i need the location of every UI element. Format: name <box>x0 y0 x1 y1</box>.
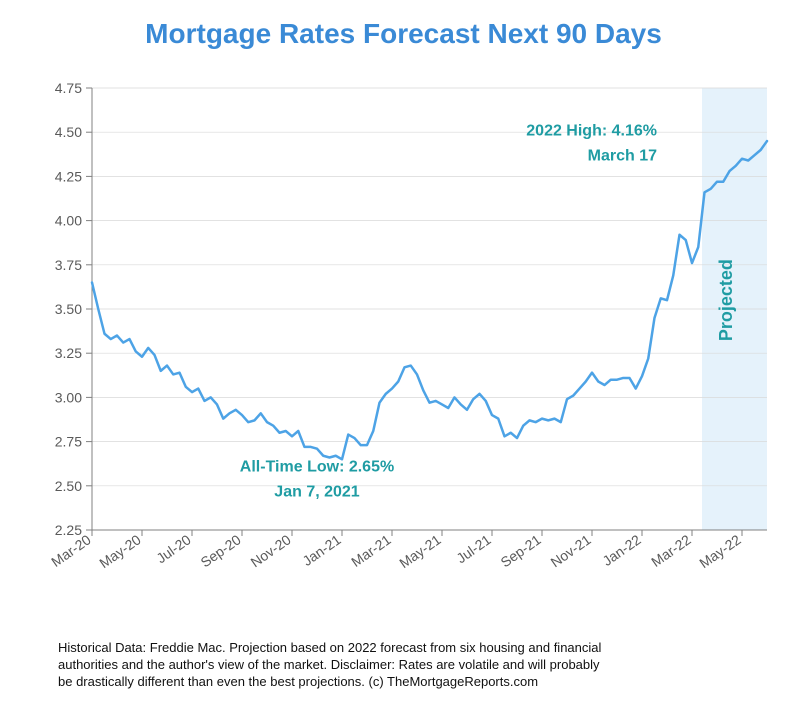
x-tick-label: Jan-21 <box>299 531 343 569</box>
y-tick-label: 4.50 <box>55 124 82 140</box>
y-tick-label: 4.75 <box>55 80 82 96</box>
x-tick-label: Sep-21 <box>498 531 544 570</box>
x-tick-label: Jan-22 <box>599 531 643 569</box>
chart-container: Mortgage Rates Forecast Next 90 Days 2.2… <box>0 0 807 709</box>
x-tick-label: Jul-20 <box>153 531 194 566</box>
rate-line <box>92 141 767 459</box>
x-tick-label: Nov-21 <box>548 531 594 570</box>
line-chart-svg: 2.252.502.753.003.253.503.754.004.254.50… <box>32 70 777 610</box>
chart-annotation: Jan 7, 2021 <box>274 483 360 500</box>
x-tick-label: Nov-20 <box>248 531 294 570</box>
footer-line: authorities and the author's view of the… <box>58 657 758 674</box>
x-tick-label: Mar-22 <box>648 531 694 570</box>
y-tick-label: 3.00 <box>55 389 82 405</box>
y-tick-label: 4.25 <box>55 168 82 184</box>
y-tick-label: 2.50 <box>55 478 82 494</box>
y-tick-label: 3.75 <box>55 257 82 273</box>
y-tick-label: 3.50 <box>55 301 82 317</box>
footer-line: be drastically different than even the b… <box>58 674 758 691</box>
x-tick-label: Jul-21 <box>453 531 494 566</box>
projected-label: Projected <box>716 259 736 341</box>
y-tick-label: 3.25 <box>55 345 82 361</box>
x-tick-label: May-22 <box>696 531 744 571</box>
footer-disclaimer: Historical Data: Freddie Mac. Projection… <box>58 640 758 691</box>
chart-annotation: 2022 High: 4.16% <box>526 123 657 140</box>
footer-line: Historical Data: Freddie Mac. Projection… <box>58 640 758 657</box>
chart-annotation: All-Time Low: 2.65% <box>240 459 394 476</box>
x-tick-label: Sep-20 <box>198 531 244 570</box>
chart-annotation: March 17 <box>588 147 657 164</box>
x-tick-label: May-20 <box>96 531 144 571</box>
chart-area: 2.252.502.753.003.253.503.754.004.254.50… <box>32 70 777 610</box>
y-tick-label: 4.00 <box>55 213 82 229</box>
y-tick-label: 2.75 <box>55 434 82 450</box>
x-tick-label: Mar-21 <box>348 531 394 570</box>
chart-title: Mortgage Rates Forecast Next 90 Days <box>0 18 807 50</box>
x-tick-label: May-21 <box>396 531 444 571</box>
